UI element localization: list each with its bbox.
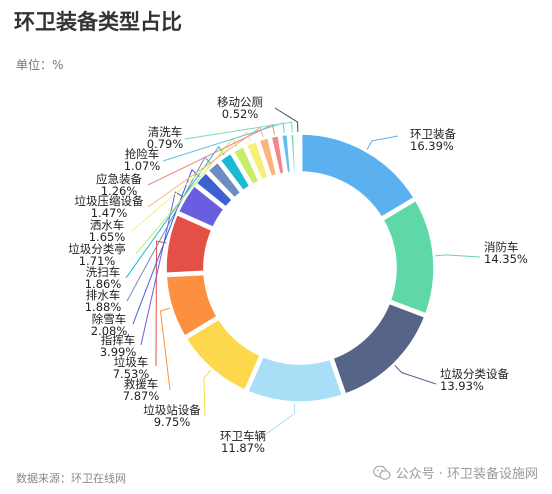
chart-leader-lines [125,107,481,435]
slice-2 [332,302,426,395]
slice-0 [300,133,415,219]
slice-value-0: 16.39% [410,139,454,153]
slice-label-5: 救援车 7.87% [123,377,160,403]
slice-14 [270,134,285,175]
slice-value-12: 1.65% [89,230,126,244]
slice-name-12: 洒水车 [90,218,125,232]
slice-label-12: 洒水车 1.65% [89,218,126,244]
slice-label-7: 指挥车 3.99% [100,333,137,359]
slice-value-6: 7.53% [113,367,150,381]
slice-7 [177,184,225,229]
slice-12 [245,140,269,181]
slice-13 [258,137,278,178]
slice-1 [382,199,435,315]
slice-8 [195,171,234,208]
slice-name-3: 环卫车辆 [220,429,266,443]
leader-line-12 [131,131,251,232]
slice-label-14: 应急装备 1.26% [96,172,142,198]
slice-label-2: 垃圾分类设备 13.93% [440,367,509,393]
slice-value-11: 1.71% [79,254,116,268]
slice-name-10: 洗扫车 [86,265,121,279]
slice-value-17: 0.52% [222,107,259,121]
leader-line-6 [155,240,167,367]
slice-name-7: 指挥车 [101,333,136,347]
leader-line-7 [140,191,185,346]
slice-value-9: 1.88% [85,300,122,314]
slice-value-10: 1.86% [85,277,122,291]
slice-17 [296,133,300,173]
unit-label: 单位：% [16,58,64,72]
slice-value-4: 9.75% [154,415,191,429]
slice-value-5: 7.87% [123,389,160,403]
slice-value-13: 1.47% [91,206,128,220]
leader-line-16 [184,121,293,140]
slice-value-1: 14.35% [484,252,528,266]
slice-value-2: 13.93% [440,379,484,393]
slice-15 [280,133,292,174]
slice-name-4: 垃圾站设备 [143,403,201,417]
slice-label-16: 清洗车 0.79% [147,125,184,151]
wechat-icon [372,465,391,480]
slice-label-10: 洗扫车 1.86% [85,265,122,291]
slice-name-5: 救援车 [124,377,159,391]
slice-name-14: 应急装备 [96,172,142,186]
chart-slices [165,133,435,403]
leader-line-0 [366,135,399,150]
slice-label-9: 排水车 1.88% [85,288,122,314]
leader-line-2 [394,365,437,385]
slice-name-11: 垃圾分类亭 [68,242,126,256]
slice-name-6: 垃圾车 [114,355,149,369]
slice-name-15: 抢险车 [125,147,160,161]
slice-label-17: 移动公厕 0.52% [217,95,263,121]
watermark-text: 公众号 · 环卫装备设施网 [395,467,538,482]
leader-line-15 [162,122,285,162]
leader-line-5 [159,307,171,391]
leader-line-1 [435,254,481,258]
slice-6 [165,213,213,275]
slice-3 [247,355,344,403]
slice-label-11: 垃圾分类亭 1.71% [68,242,126,268]
slice-name-2: 垃圾分类设备 [440,367,509,381]
slice-value-14: 1.26% [101,184,138,198]
slice-label-13: 垃圾压缩设备 1.47% [75,194,144,220]
slice-label-3: 环卫车辆 11.87% [220,429,266,455]
slice-value-15: 1.07% [124,159,161,173]
slice-label-8: 除雪车 2.08% [91,312,128,338]
slice-name-0: 环卫装备 [410,127,456,141]
slice-value-16: 0.79% [147,137,184,151]
slice-11 [232,145,260,186]
slice-4 [185,318,261,391]
chart-title: 环卫装备类型占比 [14,10,182,34]
slice-9 [207,161,242,199]
watermark: 公众号 · 环卫装备设施网 [372,463,538,482]
slice-name-8: 除雪车 [92,312,127,326]
slice-name-16: 清洗车 [148,125,183,139]
leader-line-8 [132,168,200,325]
slice-value-3: 11.87% [221,441,265,455]
slice-10 [219,152,251,192]
data-source: 数据来源：环卫在线网 [16,472,126,485]
slice-name-17: 移动公厕 [217,95,263,109]
slice-16 [289,133,297,174]
slice-label-6: 垃圾车 7.53% [113,355,150,381]
leader-line-4 [203,370,211,417]
leader-line-17 [274,107,299,133]
slice-label-4: 垃圾站设备 9.75% [143,403,201,429]
leader-line-14 [147,123,275,186]
slice-name-9: 排水车 [86,288,121,302]
slice-name-13: 垃圾压缩设备 [75,194,144,208]
leader-line-3 [265,403,296,435]
slice-label-1: 消防车 14.35% [484,240,528,266]
slice-value-7: 3.99% [100,345,137,359]
slice-name-1: 消防车 [484,240,519,254]
slice-label-0: 环卫装备 16.39% [410,127,456,153]
slice-5 [165,273,218,338]
leader-line-10 [125,145,225,279]
slice-label-15: 抢险车 1.07% [124,147,161,173]
slice-value-8: 2.08% [91,324,128,338]
chart-labels: 环卫装备 16.39% 消防车 14.35% 垃圾分类设备 13.93% 环卫车辆 11.87… [68,95,528,455]
